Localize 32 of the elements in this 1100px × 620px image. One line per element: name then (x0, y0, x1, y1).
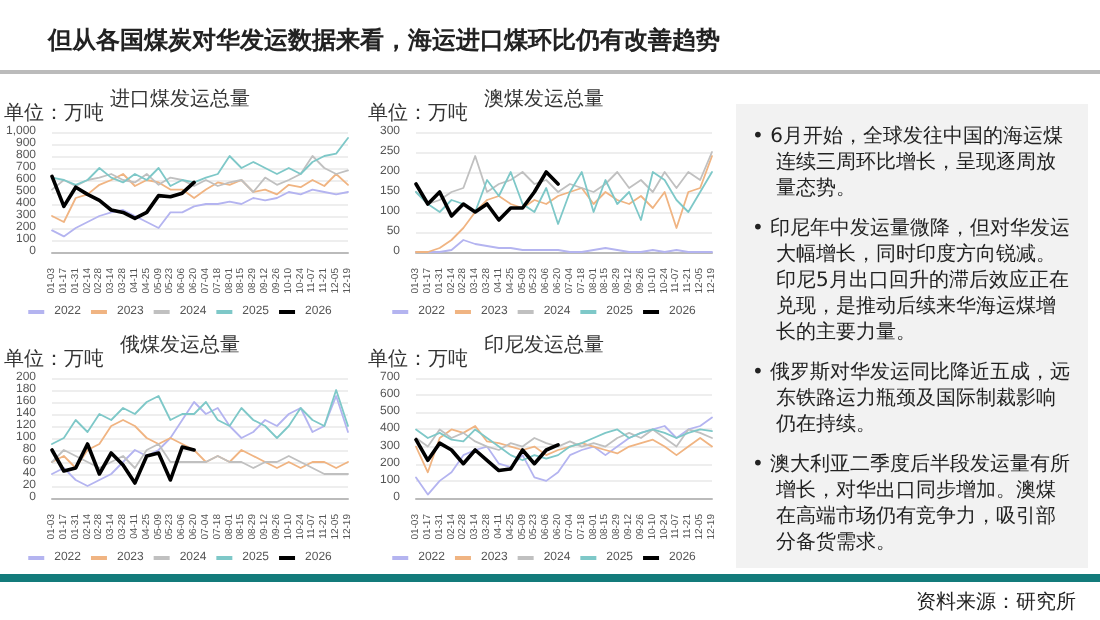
line-series (51, 155, 349, 193)
text: • 印尼年中发运量微降，但对华发运大幅增长，同时印度方向锐减。印尼5月出口回升的滞后效应正在兑现，是推动后续来华海运煤增长的主要力量。 (752, 216, 1072, 346)
line-series (415, 425, 713, 474)
chart-title: 俄煤发运总量 (120, 333, 240, 357)
line-series (51, 395, 349, 487)
text: • 6月开始，全球发往中国的海运煤连续三周环比增长，呈现逐周放量态势。 (752, 124, 1065, 202)
line-series (50, 442, 196, 485)
text: 单位：万吨 (4, 101, 104, 125)
text: 但从各国煤炭对华发运数据来看，海运进口煤环比仍有改善趋势 (48, 24, 720, 58)
text: 资料来源：研究所 (916, 589, 1076, 616)
text: • 澳大利亚二季度后半段发运量有所增长，对华出口同步增加。澳煤在高端市场仍有竞争力，吸引部分备货需求。 (752, 452, 1072, 556)
line-series (414, 437, 560, 473)
text: • 俄罗斯对华发运同比降近五成，远东铁路运力瓶颈及国际制裁影响仍在持续。 (752, 360, 1072, 438)
text: 单位：万吨 (4, 347, 104, 371)
line-series (51, 443, 349, 475)
chart-title: 澳煤发运总量 (484, 87, 604, 111)
text: 单位：万吨 (368, 101, 468, 125)
line-series (415, 155, 713, 253)
line-series (51, 389, 349, 445)
line-series (51, 188, 349, 238)
chart-title: 进口煤发运总量 (110, 87, 250, 111)
line-series (414, 170, 560, 222)
line-series (415, 428, 713, 451)
line-series (51, 419, 349, 469)
line-series (415, 416, 713, 496)
line-series (50, 174, 196, 221)
line-series (415, 171, 713, 225)
line-series (51, 137, 349, 187)
chart-title: 印尼发运总量 (484, 333, 604, 357)
line-series (415, 428, 713, 462)
line-series (51, 173, 349, 223)
text: 单位：万吨 (368, 347, 468, 371)
